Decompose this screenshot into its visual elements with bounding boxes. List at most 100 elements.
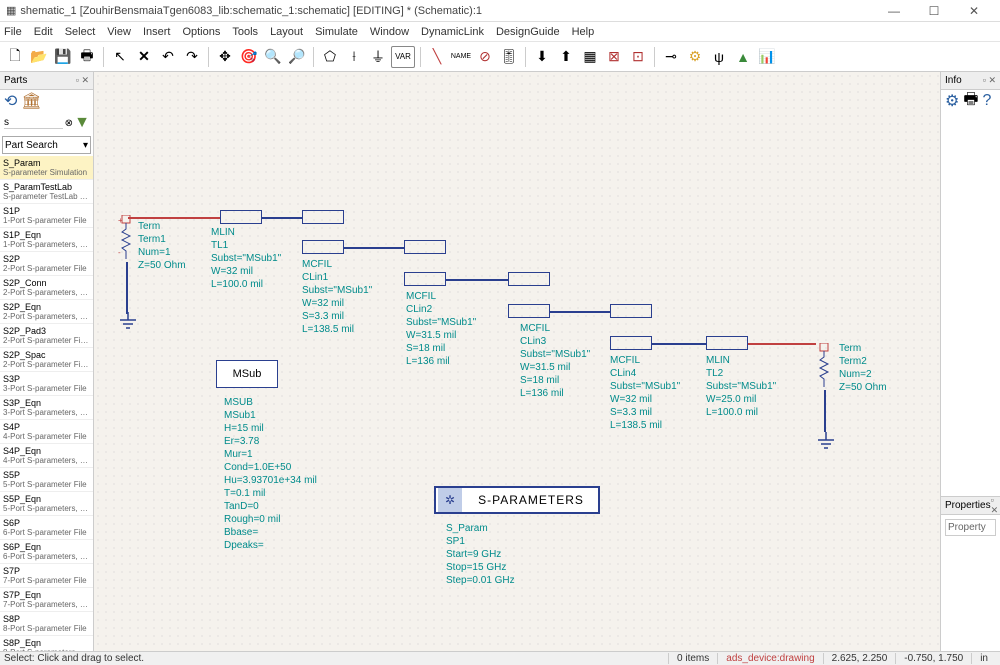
menu-edit[interactable]: Edit (34, 26, 53, 38)
tune-icon[interactable]: 🎚 (498, 46, 520, 68)
port-icon[interactable]: ⊸ (660, 46, 682, 68)
delete-icon[interactable]: ✕ (133, 46, 155, 68)
part-item[interactable]: S1P1-Port S-parameter File (0, 204, 93, 228)
menu-file[interactable]: File (4, 26, 22, 38)
name-icon[interactable]: NAME (450, 46, 472, 68)
polygon-icon[interactable]: ⬠ (319, 46, 341, 68)
short-icon[interactable]: ⊡ (627, 46, 649, 68)
open-icon[interactable]: 📂 (28, 46, 50, 68)
library-icon[interactable]: 🏛 (21, 91, 41, 111)
part-item[interactable]: S7P_Eqn7-Port S-parameters, Equ (0, 588, 93, 612)
menu-window[interactable]: Window (370, 26, 409, 38)
var-icon[interactable]: VAR (391, 46, 415, 68)
parts-list[interactable]: S_ParamS-parameter SimulationS_ParamTest… (0, 156, 93, 651)
part-item[interactable]: S2P2-Port S-parameter File (0, 252, 93, 276)
part-item[interactable]: S2P_Eqn2-Port S-parameters, Equ (0, 300, 93, 324)
window-maximize-button[interactable]: ☐ (914, 0, 954, 22)
history-back-icon[interactable]: ⟲ (4, 91, 17, 111)
part-item[interactable]: S_ParamS-parameter Simulation (0, 156, 93, 180)
properties-panel-controls[interactable]: ▫ ✕ (991, 495, 999, 516)
part-item[interactable]: S6P6-Port S-parameter File (0, 516, 93, 540)
save-icon[interactable]: 💾 (52, 46, 74, 68)
clin1-symbol-a[interactable] (302, 210, 344, 224)
part-item[interactable]: S1P_Eqn1-Port S-parameters, Equ (0, 228, 93, 252)
pointer-icon[interactable]: ↖ (109, 46, 131, 68)
part-desc: 7-Port S-parameters, Equ (3, 600, 90, 609)
ground-icon[interactable]: ⏚ (367, 46, 389, 68)
window-minimize-button[interactable]: — (874, 0, 914, 22)
help-icon[interactable]: ? (982, 92, 991, 110)
results-icon[interactable]: 📊 (756, 46, 778, 68)
clin2-symbol-b[interactable] (404, 272, 446, 286)
part-desc: S-parameter TestLab Simu (3, 192, 90, 201)
menu-layout[interactable]: Layout (270, 26, 303, 38)
part-item[interactable]: S8P8-Port S-parameter File (0, 612, 93, 636)
parts-category-combo[interactable]: Part Search▾ (2, 136, 91, 154)
wire-icon[interactable]: ⟊ (343, 46, 365, 68)
part-item[interactable]: S5P5-Port S-parameter File (0, 468, 93, 492)
sparam-symbol[interactable]: ✲ S-PARAMETERS (434, 486, 600, 514)
print-info-icon[interactable]: 🖶 (963, 88, 978, 115)
toolbar: 🗋 📂 💾 🖶 ↖ ✕ ↶ ↷ ✥ 🎯 🔍 🔎 ⬠ ⟊ ⏚ VAR ╲ NAME… (0, 42, 1000, 72)
zoom-in-icon[interactable]: 🔍 (262, 46, 284, 68)
part-item[interactable]: S4P4-Port S-parameter File (0, 420, 93, 444)
zoom-fit-icon[interactable]: 🎯 (238, 46, 260, 68)
menu-dynamiclink[interactable]: DynamicLink (421, 26, 484, 38)
deactivate-icon[interactable]: ⊠ (603, 46, 625, 68)
window-close-button[interactable]: ✕ (954, 0, 994, 22)
msub-symbol[interactable]: MSub (216, 360, 278, 388)
tl1-symbol[interactable] (220, 210, 262, 224)
part-item[interactable]: S3P3-Port S-parameter File (0, 372, 93, 396)
pop-icon[interactable]: ⬆ (555, 46, 577, 68)
clin4-symbol-a[interactable] (610, 304, 652, 318)
cancel-icon[interactable]: ⊘ (474, 46, 496, 68)
menu-view[interactable]: View (107, 26, 131, 38)
optimize-icon[interactable]: ψ (708, 46, 730, 68)
parts-panel-controls[interactable]: ▫ ✕ (76, 75, 89, 86)
print-icon[interactable]: 🖶 (76, 46, 98, 68)
menu-select[interactable]: Select (65, 26, 96, 38)
clin3-symbol-b[interactable] (508, 304, 550, 318)
wire (128, 217, 220, 219)
part-desc: 1-Port S-parameters, Equ (3, 240, 90, 249)
menu-options[interactable]: Options (182, 26, 220, 38)
filter-icon[interactable]: ▼ (75, 116, 89, 130)
part-item[interactable]: S7P7-Port S-parameter File (0, 564, 93, 588)
part-item[interactable]: S4P_Eqn4-Port S-parameters, Equ (0, 444, 93, 468)
part-item[interactable]: S5P_Eqn5-Port S-parameters, Equ (0, 492, 93, 516)
schematic-canvas[interactable]: + - Term Term1 Num=1 Z=50 Ohm MLIN TL1 S… (94, 72, 940, 651)
layout-icon[interactable]: ▦ (579, 46, 601, 68)
new-icon[interactable]: 🗋 (4, 46, 26, 68)
settings-icon[interactable]: ⚙ (945, 91, 959, 111)
undo-icon[interactable]: ↶ (157, 46, 179, 68)
stack-up-icon[interactable]: ▲ (732, 46, 754, 68)
zoom-out-icon[interactable]: 🔎 (286, 46, 308, 68)
menu-tools[interactable]: Tools (232, 26, 258, 38)
push-icon[interactable]: ⬇ (531, 46, 553, 68)
clin2-symbol-a[interactable] (404, 240, 446, 254)
part-desc: 3-Port S-parameter File (3, 384, 90, 393)
menu-insert[interactable]: Insert (143, 26, 171, 38)
part-item[interactable]: S2P_Pad32-Port S-parameter File (P (0, 324, 93, 348)
part-item[interactable]: S2P_Spac2-Port S-parameter File (S (0, 348, 93, 372)
clin3-symbol-a[interactable] (508, 272, 550, 286)
tl2-symbol[interactable] (706, 336, 748, 350)
part-item[interactable]: S_ParamTestLabS-parameter TestLab Simu (0, 180, 93, 204)
clear-search-icon[interactable]: ⊗ (65, 118, 73, 129)
parts-search-input[interactable] (4, 117, 63, 129)
clin4-symbol-b[interactable] (610, 336, 652, 350)
redo-icon[interactable]: ↷ (181, 46, 203, 68)
move-icon[interactable]: ✥ (214, 46, 236, 68)
part-item[interactable]: S8P_Eqn8-Port S-parameters, Equ (0, 636, 93, 651)
part-item[interactable]: S2P_Conn2-Port S-parameters, Equ (0, 276, 93, 300)
info-title: Info (945, 75, 962, 86)
menu-designguide[interactable]: DesignGuide (496, 26, 560, 38)
part-item[interactable]: S6P_Eqn6-Port S-parameters, Equ (0, 540, 93, 564)
menu-simulate[interactable]: Simulate (315, 26, 358, 38)
menu-help[interactable]: Help (572, 26, 595, 38)
info-panel-controls[interactable]: ▫ ✕ (983, 75, 996, 86)
clin1-symbol-b[interactable] (302, 240, 344, 254)
part-item[interactable]: S3P_Eqn3-Port S-parameters, Equ (0, 396, 93, 420)
wire-draw-icon[interactable]: ╲ (426, 46, 448, 68)
simulate-icon[interactable]: ⚙ (684, 46, 706, 68)
